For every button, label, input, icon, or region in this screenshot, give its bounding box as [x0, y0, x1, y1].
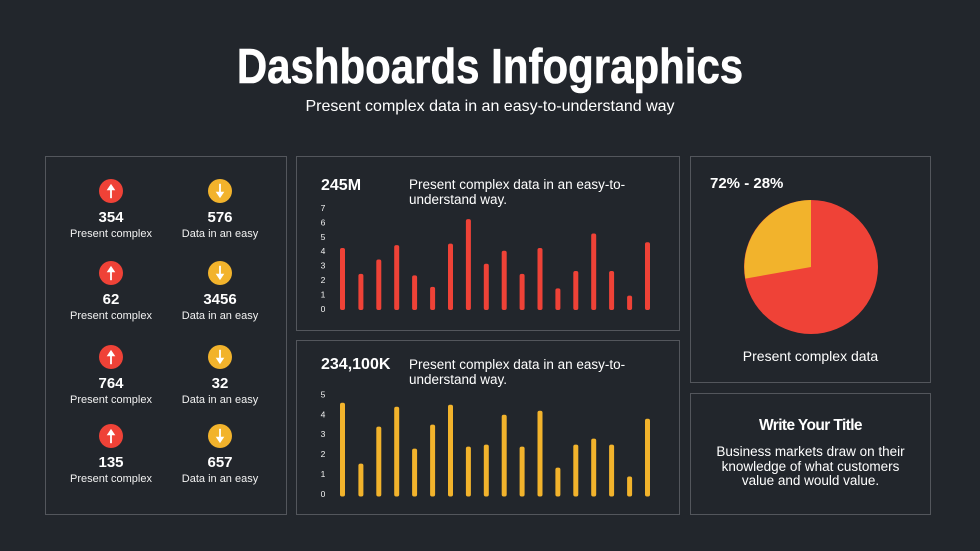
svg-text:2: 2: [321, 449, 326, 459]
svg-text:6: 6: [321, 217, 326, 227]
svg-text:7: 7: [321, 203, 326, 213]
svg-text:3: 3: [321, 261, 326, 271]
svg-text:0: 0: [321, 304, 326, 314]
svg-text:4: 4: [321, 246, 326, 256]
svg-text:5: 5: [321, 389, 326, 399]
svg-text:4: 4: [321, 409, 326, 419]
svg-text:5: 5: [321, 232, 326, 242]
svg-text:2: 2: [321, 275, 326, 285]
svg-text:1: 1: [321, 289, 326, 299]
svg-text:1: 1: [321, 469, 326, 479]
svg-text:0: 0: [321, 489, 326, 499]
svg-text:3: 3: [321, 429, 326, 439]
